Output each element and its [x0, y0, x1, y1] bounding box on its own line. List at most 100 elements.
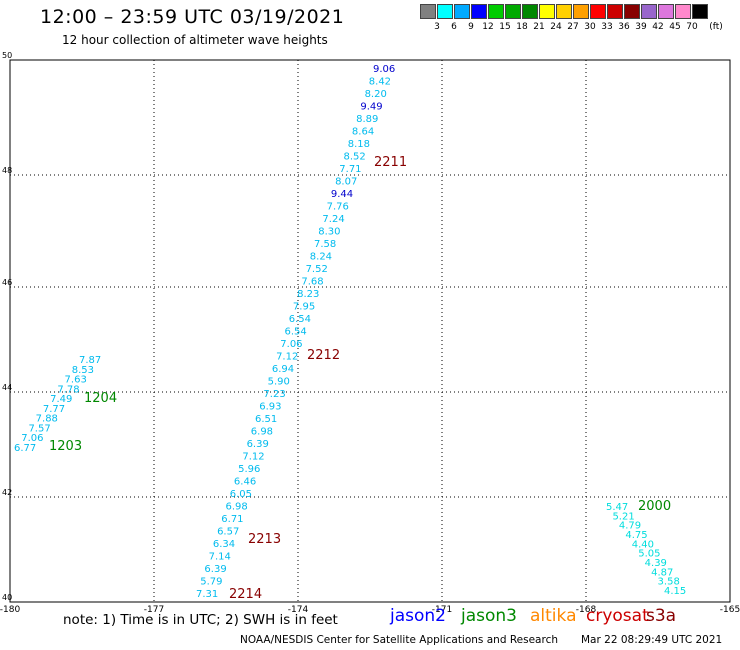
scale-label: 9	[468, 22, 474, 32]
scale-label: 15	[499, 22, 511, 32]
wave-height-value: 5.05	[638, 549, 660, 560]
wave-height-value: 8.20	[365, 89, 387, 100]
wave-height-value: 9.49	[360, 102, 382, 113]
wave-height-value: 8.42	[369, 77, 391, 88]
scale-swatch	[437, 4, 453, 19]
wave-height-value: 6.98	[251, 427, 273, 438]
scale-swatch	[556, 4, 572, 19]
scale-swatch	[420, 4, 436, 19]
map-grid: -180 -177 -174 -171 -168 -165 40 42 44 46 48 50	[0, 51, 740, 615]
wave-height-value: 6.54	[285, 327, 307, 338]
latitude-tick-label: 40	[2, 593, 12, 602]
wave-height-value: 7.23	[263, 389, 285, 400]
wave-height-value: 6.46	[234, 477, 256, 488]
scale-swatch	[675, 4, 691, 19]
scale-label: 12	[482, 22, 494, 32]
wave-height-value: 7.68	[301, 277, 323, 288]
wave-height-value: 6.71	[221, 514, 243, 525]
wave-height-value: 5.90	[268, 377, 290, 388]
scale-label: 70	[686, 22, 698, 32]
page-title: 12:00 – 23:59 UTC 03/19/2021	[40, 6, 345, 28]
longitude-tick-label: -174	[288, 605, 309, 615]
wave-height-value: 4.39	[645, 558, 667, 569]
wave-height-value: 8.24	[310, 252, 332, 263]
scale-label: 21	[533, 22, 545, 32]
wave-height-value: 6.34	[213, 539, 235, 550]
latitude-tick-label: 46	[2, 278, 12, 287]
footer-note: note: 1) Time is in UTC; 2) SWH is in fe…	[63, 612, 338, 628]
wave-height-value: 7.24	[322, 214, 344, 225]
scale-label: 30	[584, 22, 596, 32]
scale-swatch	[658, 4, 674, 19]
pass-label: 2213	[248, 532, 281, 547]
wave-height-value: 7.12	[242, 452, 264, 463]
map-frame	[9, 59, 731, 603]
scale-swatch	[505, 4, 521, 19]
longitude-tick-label: -180	[0, 605, 20, 615]
satellite-cryosat-label: cryosat	[586, 606, 649, 626]
scale-label: 42	[652, 22, 664, 32]
scale-swatch	[471, 4, 487, 19]
wave-height-value: 8.23	[297, 289, 319, 300]
longitude-tick-label: -177	[144, 605, 164, 615]
pass-label: 2212	[307, 348, 340, 363]
wave-height-value: 4.75	[625, 530, 647, 541]
wave-height-value: 8.53	[72, 365, 94, 376]
pass-label: 2214	[229, 587, 262, 602]
scale-swatch	[624, 4, 640, 19]
wave-height-value: 6.39	[247, 439, 269, 450]
footer-credit: NOAA/NESDIS Center for Satellite Applica…	[240, 634, 558, 646]
wave-height-value: 8.64	[352, 127, 374, 138]
wave-height-value: 8.18	[348, 139, 370, 150]
wave-height-value: 5.47	[606, 502, 628, 513]
scale-label: 6	[451, 22, 457, 32]
wave-height-value: 7.88	[36, 414, 58, 425]
wave-height-value: 6.05	[230, 489, 252, 500]
page-subtitle: 12 hour collection of altimeter wave hei…	[62, 33, 328, 47]
latitude-tick-label: 50	[2, 51, 12, 60]
scale-swatch	[607, 4, 623, 19]
scale-label: 33	[601, 22, 613, 32]
wave-height-value: 6.39	[204, 564, 226, 575]
wave-height-value: 7.12	[276, 352, 298, 363]
satellite-jason3-label: jason3	[461, 606, 517, 626]
wave-height-value: 7.58	[314, 239, 336, 250]
scale-swatch	[522, 4, 538, 19]
wave-height-value: 4.15	[664, 586, 686, 597]
longitude-tick-label: -171	[432, 605, 452, 615]
wave-height-value: 5.21	[612, 511, 634, 522]
scale-label: 18	[516, 22, 528, 32]
scale-label: 45	[669, 22, 681, 32]
satellite-jason2-label: jason2	[390, 606, 446, 626]
longitude-tick-label: -165	[720, 605, 740, 615]
scale-unit: (ft)	[709, 22, 723, 32]
wave-height-value: 7.06	[280, 339, 302, 350]
map-labels: 9.06 8.428.20 9.498.89 8.648.18 8.527.71 8.07…	[14, 64, 686, 602]
satellite-altika-label: altika	[530, 606, 577, 626]
wave-height-value: 5.79	[200, 577, 222, 588]
wave-height-value: 7.63	[65, 375, 87, 386]
wave-height-value: 8.52	[344, 152, 366, 163]
longitude-tick-label: -168	[576, 605, 597, 615]
wave-height-value: 6.98	[226, 502, 248, 513]
wave-height-value: 6.93	[259, 402, 281, 413]
wave-height-value: 6.77	[14, 443, 36, 454]
wave-height-value: 7.77	[43, 404, 65, 415]
wave-height-value: 7.49	[50, 394, 72, 405]
wave-height-value: 7.78	[57, 384, 79, 395]
footer-timestamp: Mar 22 08:29:49 UTC 2021	[581, 634, 723, 646]
wave-height-value: 6.57	[217, 527, 239, 538]
latitude-tick-label: 48	[2, 166, 12, 175]
wave-height-value: 7.95	[293, 302, 315, 313]
wave-height-value: 7.31	[196, 589, 218, 600]
scale-label: 24	[550, 22, 562, 32]
scale-swatch	[454, 4, 470, 19]
scale-label: 36	[618, 22, 630, 32]
scale-label: 39	[635, 22, 647, 32]
wave-height-value: 7.57	[28, 423, 50, 434]
wave-height-value: 7.14	[209, 552, 231, 563]
scale-swatch	[641, 4, 657, 19]
wave-height-value: 4.79	[619, 521, 641, 532]
